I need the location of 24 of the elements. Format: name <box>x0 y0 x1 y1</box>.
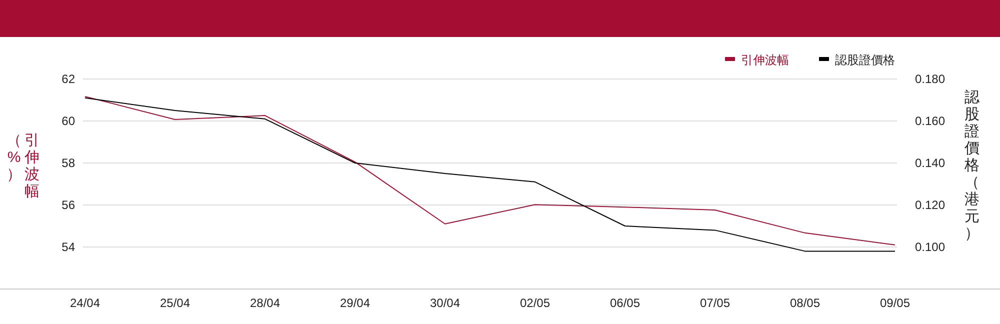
y2-tick-label: 0.120 <box>915 198 946 212</box>
x-tick-label: 09/05 <box>880 296 910 310</box>
x-tick-label: 02/05 <box>520 296 550 310</box>
text: 認股證價格（港元） <box>964 89 980 242</box>
y2-tick-label: 0.140 <box>915 156 946 170</box>
y-tick-label: 58 <box>62 156 76 170</box>
x-tick-label: 07/05 <box>700 296 730 310</box>
x-tick-label: 30/04 <box>430 296 460 310</box>
y-tick-label: 54 <box>62 240 76 254</box>
text: 引伸波幅（%） <box>6 132 40 200</box>
x-tick-label: 06/05 <box>610 296 640 310</box>
legend-label: 認股證價格 <box>835 53 895 67</box>
y2-tick-label: 0.100 <box>915 240 946 254</box>
y-tick-label: 62 <box>62 72 76 86</box>
x-tick-label: 28/04 <box>250 296 280 310</box>
legend-label: 引伸波幅 <box>741 53 789 67</box>
y2-tick-label: 0.160 <box>915 114 946 128</box>
x-tick-label: 29/04 <box>340 296 370 310</box>
y-tick-label: 56 <box>62 198 76 212</box>
y2-tick-label: 0.180 <box>915 72 946 86</box>
x-tick-label: 08/05 <box>790 296 820 310</box>
y-tick-label: 60 <box>62 114 76 128</box>
x-tick-label: 24/04 <box>70 296 100 310</box>
x-tick-label: 25/04 <box>160 296 190 310</box>
